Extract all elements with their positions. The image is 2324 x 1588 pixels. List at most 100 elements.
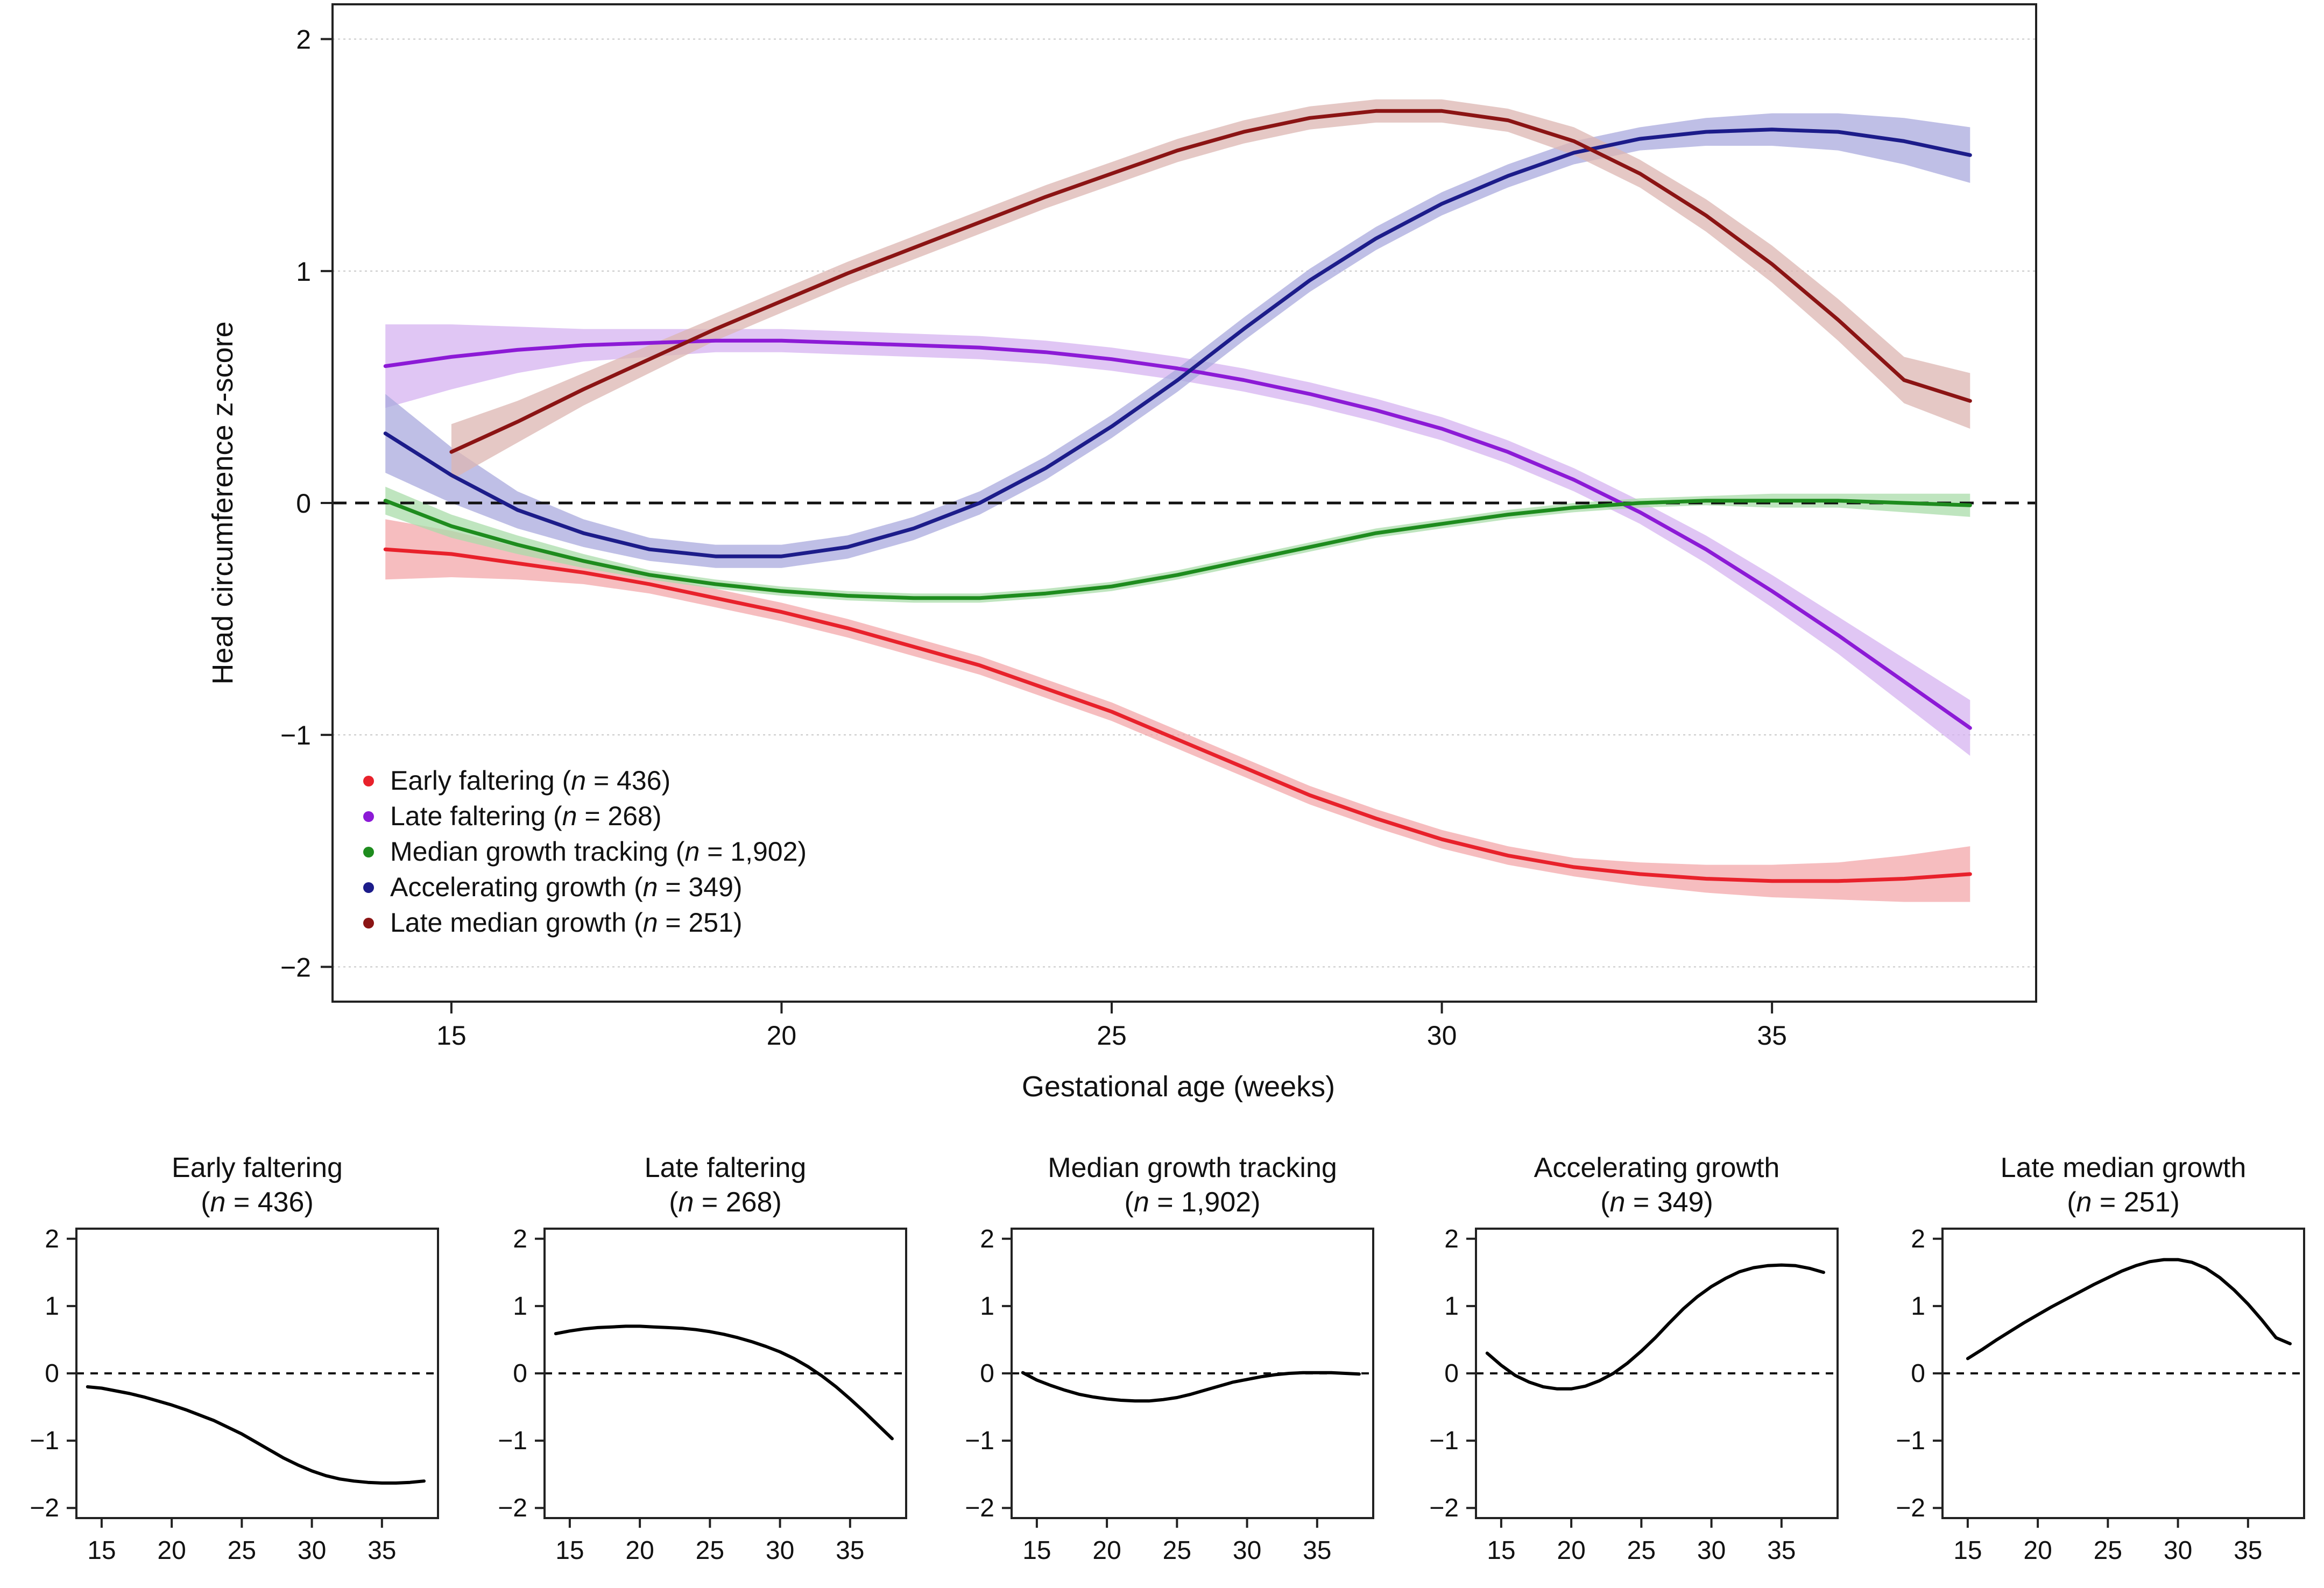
x-tick-label: 30 xyxy=(1697,1536,1726,1565)
legend-label: Late faltering (n = 268) xyxy=(390,801,662,831)
panel-early-faltering: Early faltering (n = 436) 2 1 0 −1 −2 15 20 25 30 3… xyxy=(30,1152,439,1565)
y-tick-label: −2 xyxy=(1896,1494,1925,1522)
x-tick-label: 35 xyxy=(1767,1536,1796,1565)
panel-subtitle: (n = 251) xyxy=(2067,1187,2180,1218)
y-tick-label: 1 xyxy=(980,1292,994,1321)
y-tick-label: 0 xyxy=(296,488,311,519)
y-tick-label: 0 xyxy=(513,1359,527,1388)
panel-title: Late median growth xyxy=(2001,1152,2247,1183)
y-tick-label: 2 xyxy=(513,1225,527,1253)
y-tick-label: −2 xyxy=(965,1494,994,1522)
y-tick-label: −1 xyxy=(498,1427,527,1455)
panel-subtitle: (n = 268) xyxy=(669,1187,782,1218)
confidence-bands xyxy=(385,99,1970,902)
x-tick-label: 15 xyxy=(1953,1536,1982,1565)
x-tick-label: 15 xyxy=(87,1536,116,1565)
y-tick-label: −1 xyxy=(280,720,311,750)
y-tick-label: −2 xyxy=(1429,1494,1459,1522)
x-tick-label: 25 xyxy=(696,1536,724,1565)
y-tick-label: 2 xyxy=(1911,1225,1925,1253)
series-line-late-median-growth xyxy=(449,109,1972,454)
x-tick-label: 20 xyxy=(2023,1536,2052,1565)
y-tick-label: 2 xyxy=(45,1225,59,1253)
ci-band-early-faltering xyxy=(385,519,1970,902)
y-tick-label: 2 xyxy=(1444,1225,1459,1253)
series-line-late-faltering xyxy=(383,338,1972,730)
y-tick-label: 1 xyxy=(1444,1292,1459,1321)
x-tick-label: 15 xyxy=(1022,1536,1051,1565)
x-tick-label: 15 xyxy=(1487,1536,1515,1565)
y-tick-label: −1 xyxy=(30,1427,59,1455)
panel-title: Median growth tracking xyxy=(1048,1152,1337,1183)
y-tick-label: 2 xyxy=(296,25,311,55)
legend-label: Early faltering (n = 436) xyxy=(390,765,670,796)
ci-band-accelerating-growth xyxy=(385,113,1970,568)
small-multiples: Early faltering(n = 436)210−1−215 20 25 30 3… xyxy=(30,1152,2305,1565)
y-tick-label: 0 xyxy=(45,1359,59,1388)
y-tick-label: −2 xyxy=(30,1494,59,1522)
x-tick-label: 20 xyxy=(1092,1536,1121,1565)
series-lines xyxy=(383,109,1972,883)
x-tick-label: 30 xyxy=(298,1536,326,1565)
legend-dot xyxy=(363,776,374,786)
panel-median-growth-tracking: Median growth tracking (n = 1,902) 2 1 0 −1 −2… xyxy=(965,1152,1374,1565)
x-tick-label: 35 xyxy=(2234,1536,2262,1565)
legend-dot xyxy=(363,882,374,893)
legend-label: Accelerating growth (n = 349) xyxy=(390,872,743,902)
x-axis-title: Gestational age (weeks) xyxy=(1022,1071,1335,1103)
x-tick-label: 30 xyxy=(766,1536,794,1565)
y-tick-label: 1 xyxy=(513,1292,527,1321)
y-axis-title: Head circumference z-score xyxy=(207,321,239,684)
x-tick-label: 30 xyxy=(2164,1536,2192,1565)
panel-late-median-growth: Late median growth (n = 251) 2 1 0 −1 −2 15 20 25… xyxy=(1896,1152,2305,1565)
x-tick-label: 25 xyxy=(1163,1536,1191,1565)
ci-band-late-faltering xyxy=(385,324,1970,756)
y-tick-label: 0 xyxy=(1444,1359,1459,1388)
x-tick-label: 35 xyxy=(1303,1536,1331,1565)
series-line-accelerating-growth xyxy=(383,127,1972,558)
panel-title: Accelerating growth xyxy=(1534,1152,1780,1183)
x-tick-label: 30 xyxy=(1427,1020,1457,1051)
x-tick-label: 15 xyxy=(555,1536,584,1565)
main-chart: 2 1 0 −1 −2 15 20 25 30 35 Head circumference z-… xyxy=(207,3,2037,1103)
x-tick-label: 20 xyxy=(1557,1536,1585,1565)
x-tick-label: 35 xyxy=(836,1536,864,1565)
x-tick-label: 20 xyxy=(625,1536,654,1565)
x-tick-label: 20 xyxy=(157,1536,186,1565)
y-tick-label: −2 xyxy=(498,1494,527,1522)
y-tick-label: 0 xyxy=(980,1359,994,1388)
panel-subtitle: (n = 1,902) xyxy=(1125,1187,1261,1218)
y-tick-label: 1 xyxy=(1911,1292,1925,1321)
panel-title: Late faltering xyxy=(645,1152,807,1183)
panel-curve xyxy=(554,1324,894,1441)
panel-late-faltering: Late faltering (n = 268) 2 1 0 −1 −2 15 20 25 30 35 xyxy=(498,1152,907,1565)
y-tick-label: −2 xyxy=(280,952,311,982)
x-tick-label: 35 xyxy=(368,1536,396,1565)
series-line-median-growth-tracking xyxy=(383,499,1972,600)
y-tick-label: 0 xyxy=(1911,1359,1925,1388)
x-tick-label: 20 xyxy=(767,1020,797,1051)
y-tick-label: −1 xyxy=(965,1427,994,1455)
series-line-early-faltering xyxy=(383,547,1972,883)
legend-dot xyxy=(363,811,374,822)
legend-dot xyxy=(363,847,374,857)
panel-title: Early faltering xyxy=(172,1152,343,1183)
x-tick-label: 25 xyxy=(1097,1020,1127,1051)
x-axis-ticks: 15 20 25 30 35 xyxy=(436,1002,1787,1051)
y-tick-label: −1 xyxy=(1896,1427,1925,1455)
x-tick-label: 15 xyxy=(436,1020,467,1051)
ci-band-median-growth-tracking xyxy=(385,486,1970,603)
y-axis-ticks: 2 1 0 −1 −2 xyxy=(280,25,333,982)
panel-curve xyxy=(1485,1263,1825,1391)
y-tick-label: −1 xyxy=(1429,1427,1459,1455)
y-tick-label: 1 xyxy=(296,257,311,287)
panel-accelerating-growth: Accelerating growth (n = 349) 2 1 0 −1 −2 15 20 2… xyxy=(1429,1152,1839,1565)
legend: Early faltering (n = 436) Late faltering … xyxy=(363,765,807,938)
y-tick-label: 1 xyxy=(45,1292,59,1321)
y-tick-label: 2 xyxy=(980,1225,994,1253)
panel-subtitle: (n = 349) xyxy=(1600,1187,1713,1218)
x-tick-label: 25 xyxy=(2094,1536,2122,1565)
panel-curve xyxy=(1966,1258,2292,1360)
x-tick-label: 30 xyxy=(1233,1536,1261,1565)
